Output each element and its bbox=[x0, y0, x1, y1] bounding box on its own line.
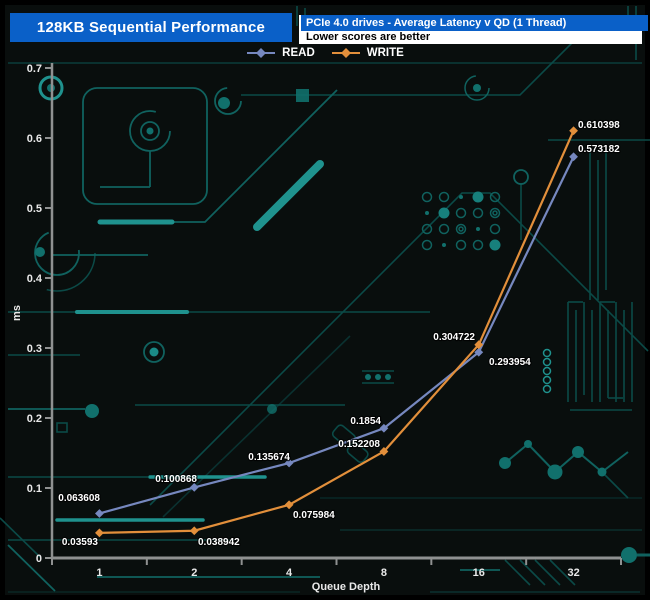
chart-subtitle: PCIe 4.0 drives - Average Latency v QD (… bbox=[301, 15, 648, 31]
board-surface bbox=[5, 5, 645, 595]
chart-subtitle-box: PCIe 4.0 drives - Average Latency v QD (… bbox=[299, 15, 648, 44]
chart-title-box: 128KB Sequential Performance bbox=[10, 13, 292, 42]
chart-legend: READ WRITE bbox=[0, 47, 650, 59]
legend-item-write: WRITE bbox=[331, 47, 404, 59]
chart-title: 128KB Sequential Performance bbox=[36, 19, 266, 36]
legend-label-read: READ bbox=[282, 47, 315, 59]
chart-note: Lower scores are better bbox=[301, 31, 642, 44]
read-line-marker-icon bbox=[247, 48, 276, 58]
write-line-marker-icon bbox=[331, 48, 360, 58]
legend-item-read: READ bbox=[246, 47, 315, 59]
legend-label-write: WRITE bbox=[366, 47, 404, 59]
